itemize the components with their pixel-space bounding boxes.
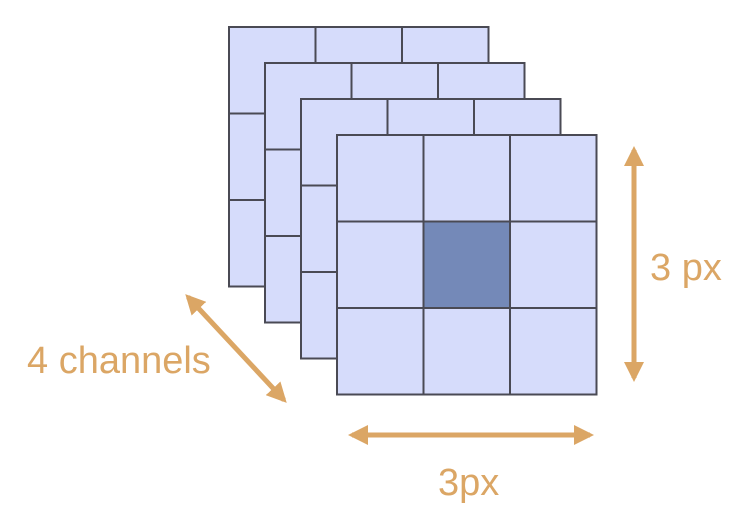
- kernel-cell: [336, 134, 425, 223]
- kernel-cell: [509, 220, 598, 309]
- highlighted-center-cell: [422, 220, 511, 309]
- kernel-cell: [336, 220, 425, 309]
- kernel-cell: [509, 307, 598, 396]
- depth-arrow-icon: [185, 294, 287, 403]
- height-label: 3 px: [650, 247, 722, 289]
- kernel-cell: [509, 134, 598, 223]
- width-label: 3px: [438, 462, 500, 504]
- kernel-cell: [336, 307, 425, 396]
- kernel-cell: [422, 134, 511, 223]
- channels-label: 4 channels: [27, 340, 211, 382]
- kernel-cell: [422, 307, 511, 396]
- channel-layer-4: [336, 134, 598, 396]
